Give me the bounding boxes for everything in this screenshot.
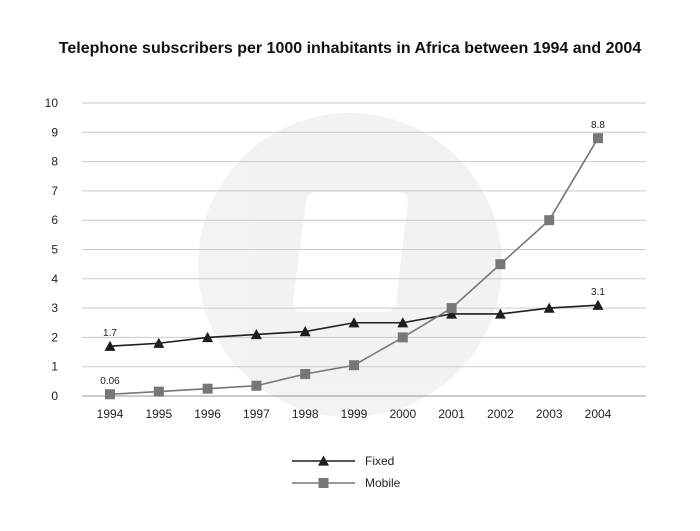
data-label: 0.06 <box>100 376 120 387</box>
mobile-point <box>300 369 311 380</box>
fixed-point <box>543 302 555 313</box>
fixed-point <box>494 308 506 319</box>
x-tick-label: 1999 <box>341 407 368 421</box>
series <box>104 133 604 400</box>
mobile-point <box>446 303 457 314</box>
y-tick-label: 1 <box>51 360 58 374</box>
mobile-point <box>397 332 408 343</box>
fixed-point <box>153 337 165 348</box>
y-tick-label: 9 <box>51 125 58 139</box>
mobile-point <box>251 380 262 391</box>
mobile-point <box>153 386 164 397</box>
fixed-point <box>104 340 116 351</box>
x-tick-label: 2001 <box>438 407 465 421</box>
y-tick-label: 0 <box>51 389 58 403</box>
axes: 0 1 2 3 4 5 6 7 8 9 10 1994 1995 1996 1997 1998 1999 2000… <box>45 96 612 421</box>
data-label: 8.8 <box>591 120 605 131</box>
fixed-point <box>446 308 458 319</box>
mobile-point <box>105 389 115 400</box>
x-tick-label: 1994 <box>97 407 124 421</box>
legend-label-fixed: Fixed <box>365 454 394 468</box>
y-tick-label: 8 <box>51 155 58 169</box>
legend-marker-fixed <box>318 455 329 466</box>
legend-marker-mobile <box>318 478 329 488</box>
x-tick-label: 1996 <box>194 407 221 421</box>
x-tick-label: 2002 <box>487 407 514 421</box>
y-tick-label: 3 <box>51 301 58 315</box>
x-tick-label: 2004 <box>585 407 612 421</box>
fixed-point <box>202 331 214 343</box>
mobile-point <box>349 360 359 371</box>
mobile-point <box>202 383 213 394</box>
data-label: 3.1 <box>591 287 605 298</box>
y-tick-label: 6 <box>51 213 58 227</box>
y-tick-label: 2 <box>51 330 58 344</box>
data-labels: 1.7 3.1 0.06 8.8 <box>100 120 605 387</box>
fixed-point <box>397 317 409 328</box>
legend-label-mobile: Mobile <box>365 476 401 490</box>
fixed-point <box>348 317 360 328</box>
fixed-point <box>299 326 311 337</box>
x-tick-label: 2000 <box>389 407 416 421</box>
fixed-point <box>592 299 604 310</box>
y-tick-label: 5 <box>51 243 58 257</box>
chart-title: Telephone subscribers per 1000 inhabitan… <box>58 40 642 57</box>
fixed-point <box>250 328 262 340</box>
y-tick-label: 4 <box>51 272 58 286</box>
x-tick-label: 1998 <box>292 407 319 421</box>
x-tick-label: 2003 <box>536 407 563 421</box>
legend: Fixed Mobile <box>292 454 401 490</box>
y-tick-label: 7 <box>51 184 58 198</box>
watermark-logo <box>198 113 502 417</box>
data-label: 1.7 <box>103 328 117 339</box>
mobile-point <box>593 133 603 144</box>
x-tick-label: 1995 <box>145 407 172 421</box>
x-tick-label: 1997 <box>243 407 270 421</box>
y-tick-label: 10 <box>45 96 59 110</box>
mobile-point <box>495 259 506 270</box>
mobile-point <box>544 215 555 226</box>
